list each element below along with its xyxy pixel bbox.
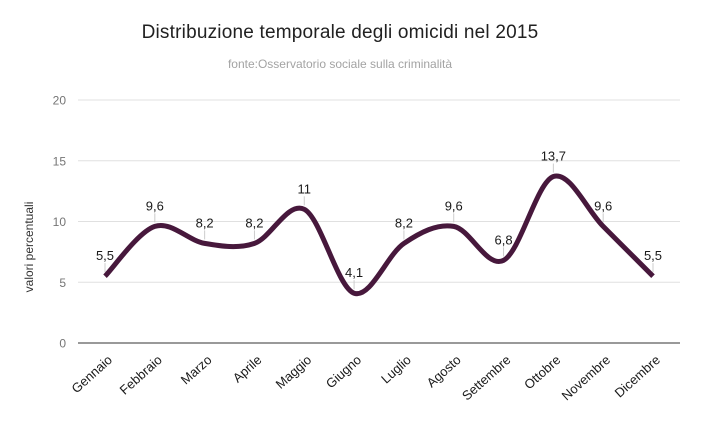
x-axis-label: Gennaio <box>68 352 115 396</box>
x-axis-label: Maggio <box>273 352 315 392</box>
x-axis-label: Giugno <box>323 352 364 391</box>
data-point-label: 8,2 <box>245 215 263 230</box>
x-axis-label: Novembre <box>559 352 614 403</box>
y-tick-label: 15 <box>53 154 67 168</box>
data-point-label: 5,5 <box>96 248 114 263</box>
data-point-label: 5,5 <box>644 248 662 263</box>
x-axis-label: Luglio <box>378 352 414 386</box>
chart-subtitle: fonte:Osservatorio sociale sulla crimina… <box>227 57 453 71</box>
x-axis-label: Agosto <box>424 352 464 390</box>
x-axis-label: Dicembre <box>612 352 663 400</box>
y-tick-label: 5 <box>59 276 66 290</box>
data-point-label: 11 <box>298 181 312 196</box>
data-point-label: 13,7 <box>541 149 566 164</box>
x-axis-label: Marzo <box>178 352 215 387</box>
data-point-label: 9,6 <box>445 198 463 213</box>
x-axis-label: Aprile <box>230 352 265 385</box>
y-tick-label: 10 <box>53 215 67 229</box>
data-point-label: 9,6 <box>146 198 164 213</box>
data-point-label: 9,6 <box>594 198 612 213</box>
y-tick-label: 0 <box>59 337 66 351</box>
chart-title: Distribuzione temporale degli omicidi ne… <box>141 22 539 43</box>
data-point-label: 8,2 <box>196 215 214 230</box>
x-axis-label: Ottobre <box>521 352 563 392</box>
x-axis-label: Febbraio <box>117 352 165 397</box>
data-point-label: 8,2 <box>395 215 413 230</box>
series-line <box>103 173 655 296</box>
data-point-label: 4,1 <box>345 265 363 280</box>
data-point-label: 6,8 <box>495 232 513 247</box>
x-axis-label: Settembre <box>459 352 514 403</box>
y-tick-label: 20 <box>53 94 67 108</box>
